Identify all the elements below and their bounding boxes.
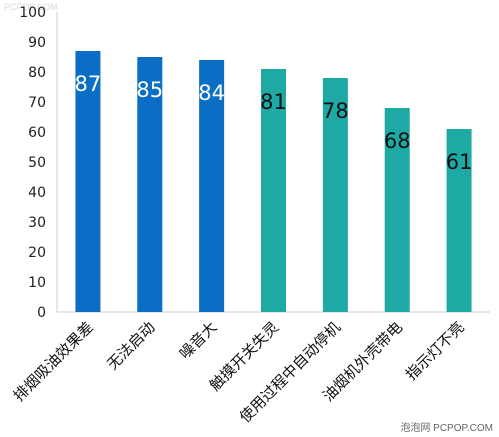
bar xyxy=(137,57,163,312)
category-label: 指示灯不亮 xyxy=(402,318,468,384)
y-tick-labels: 0 10 20 30 40 50 60 70 80 90 100 xyxy=(19,5,46,321)
watermark-bottom: 泡泡网 PCPOP.COM xyxy=(400,423,493,434)
bar xyxy=(75,51,101,312)
y-tick-label: 0 xyxy=(37,305,46,321)
value-label: 78 xyxy=(322,99,349,123)
category-label: 噪音大 xyxy=(176,318,221,363)
value-label: 87 xyxy=(75,72,102,96)
y-tick-label: 50 xyxy=(28,155,46,171)
value-label: 85 xyxy=(136,78,163,102)
bar xyxy=(384,108,410,312)
value-label: 61 xyxy=(446,150,473,174)
bar xyxy=(322,78,348,312)
y-tick-label: 20 xyxy=(28,245,46,261)
y-tick-label: 30 xyxy=(28,215,46,231)
y-tick-label: 70 xyxy=(28,95,46,111)
value-label: 84 xyxy=(198,81,225,105)
bar xyxy=(199,60,225,312)
y-tick-label: 40 xyxy=(28,185,46,201)
bars xyxy=(75,51,472,312)
y-tick-label: 90 xyxy=(28,35,46,51)
y-tick-label: 100 xyxy=(19,5,46,21)
value-labels: 87 85 84 81 78 68 61 xyxy=(75,72,473,174)
category-labels: 排烟吸油效果差 无法启动 噪音大触摸开关失灵使用过程中自动停机油烟机外壳带电指示灯不… xyxy=(10,318,468,426)
y-tick-label: 60 xyxy=(28,125,46,141)
watermark-top: PCPOP.COM xyxy=(4,2,58,12)
category-label: 排烟吸油效果差 xyxy=(10,318,97,405)
y-tick-label: 10 xyxy=(28,275,46,291)
category-label: 无法启动 xyxy=(103,318,158,373)
value-label: 81 xyxy=(260,90,287,114)
bar xyxy=(261,69,286,312)
bar xyxy=(446,129,472,312)
y-tick-label: 80 xyxy=(28,65,46,81)
value-label: 68 xyxy=(384,129,411,153)
